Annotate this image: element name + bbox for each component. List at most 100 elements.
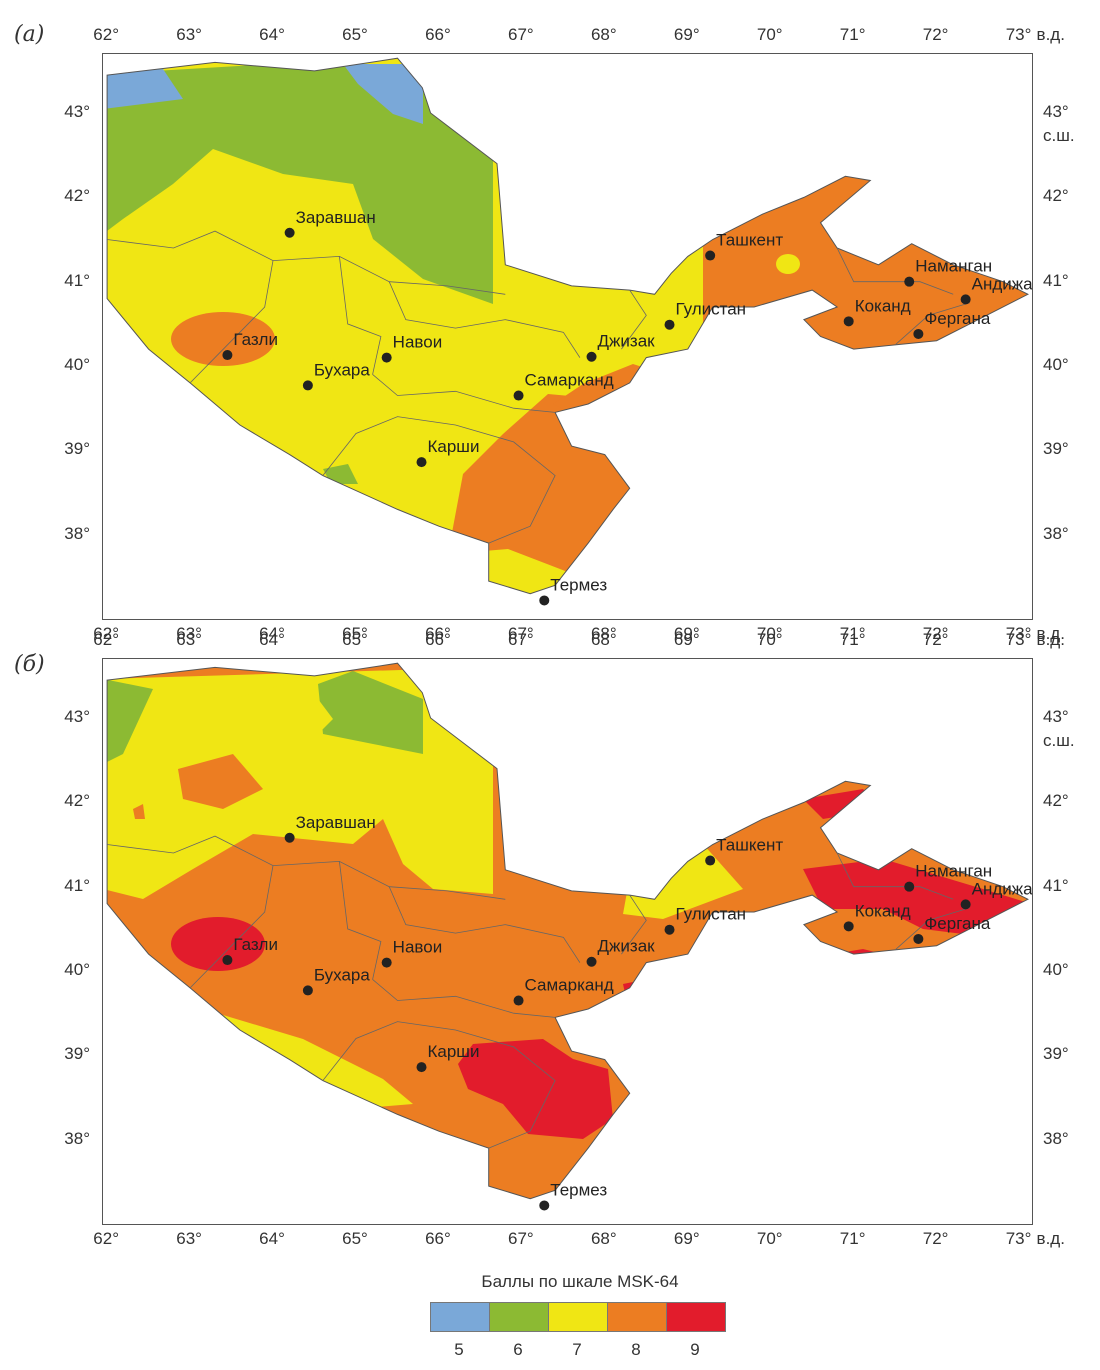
legend-title: Баллы по шкале MSK-64 [481,1272,679,1291]
lon-tick-bottom: 68° [590,1229,617,1248]
city-label: Самарканд [525,976,614,995]
lon-tick-top: 69° [673,25,700,44]
city-label: Гулистан [676,905,747,924]
lon-tick-bottom: 71° [839,624,866,643]
city-marker [381,957,392,968]
legend-swatch [608,1303,667,1331]
city-marker [416,457,427,468]
lon-tick-bottom: 64° [259,1229,285,1248]
lon-tick-bottom: 70° [756,1229,783,1248]
lon-tick-bottom: 71° [839,1229,866,1248]
lat-tick-right: 40° [1043,355,1069,374]
city-label: Джизак [598,937,656,956]
city-marker [302,380,313,391]
city-label: Коканд [855,901,911,920]
legend-swatch [490,1303,549,1331]
city-label: Навои [393,938,443,957]
city-label: Термез [550,575,607,594]
lon-tick-top: 67° [508,630,534,649]
lon-tick-bottom: 65° [342,1229,368,1248]
legend-value-label: 5 [454,1340,464,1359]
city-label: Джизак [598,332,656,351]
lon-tick-bottom: 63° [176,1229,202,1248]
city-label: Андижан [972,274,1032,293]
lat-tick-left: 42° [64,791,90,811]
lat-tick-right: 40° [1043,960,1069,979]
city-marker [913,933,924,944]
lon-tick-bottom: 62° [93,1229,119,1248]
lon-tick-top: 73° [1005,630,1032,649]
city-label: Гулистан [676,300,747,319]
lon-tick-top: 70° [756,25,783,44]
lon-tick-bottom: 67° [508,624,534,643]
city-marker [539,1200,550,1211]
city-marker [705,855,716,866]
lon-tick-top: 68° [590,25,617,44]
lon-unit-label: в.д. [1036,624,1065,643]
city-label: Карши [428,1042,480,1061]
lon-unit-label: в.д. [1036,25,1065,44]
lat-tick-right: 42° [1043,186,1069,206]
region-borders-b [107,835,970,1149]
lon-tick-bottom: 62° [93,624,119,643]
lon-tick-top: 73° [1005,25,1032,44]
lon-tick-top: 70° [756,630,783,649]
lon-tick-top: 65° [342,25,368,44]
panel-a-label: (а) [14,22,45,47]
lon-tick-bottom: 63° [176,624,202,643]
lon-unit-label: в.д. [1036,1229,1065,1248]
city-label: Ташкент [716,836,783,855]
city-label: Наманган [915,257,992,276]
lon-tick-bottom: 72° [922,624,949,643]
lat-tick-right: 41° [1043,875,1069,895]
city-marker [222,955,233,966]
legend-value-label: 6 [513,1340,523,1359]
lon-tick-bottom: 65° [342,624,368,643]
city-marker [381,352,392,363]
lon-tick-top: 69° [673,630,700,649]
city-marker [843,921,854,932]
lon-tick-top: 71° [839,25,866,44]
lon-tick-top: 72° [922,630,949,649]
lon-tick-bottom: 69° [673,624,700,643]
lat-tick-left: 42° [64,186,90,206]
city-label: Фергана [924,309,991,328]
cities-b: Заравшан Ташкент НаманганАндижан Гулистан Ко… [222,813,1032,1211]
city-marker [904,881,915,892]
legend-swatch [549,1303,608,1331]
city-label: Ташкент [716,231,783,250]
city-label: Карши [428,437,480,456]
lon-tick-bottom: 69° [673,1229,700,1248]
lon-tick-bottom: 67° [508,1229,534,1248]
region-borders-a [107,230,970,544]
city-label: Андижан [972,879,1032,898]
lon-tick-top: 62° [93,630,119,649]
lat-tick-right: 43° [1043,102,1069,122]
lat-tick-right: 38° [1043,523,1069,543]
map-panel-a: Заравшан Ташкент НаманганАндижан Гулистан Ко… [102,53,1033,620]
lat-tick-right: 38° [1043,1128,1069,1148]
lon-tick-top: 65° [342,630,368,649]
region-border-lines [107,230,970,544]
city-marker [513,390,524,401]
city-marker [586,351,597,362]
lat-tick-left: 39° [64,1044,90,1064]
lat-tick-left: 38° [64,1128,90,1148]
lon-tick-bottom: 73° [1005,1229,1032,1248]
city-marker [513,995,524,1006]
city-marker [960,294,971,305]
legend-color-bar [430,1302,726,1332]
city-label: Бухара [314,965,371,984]
city-marker [302,985,313,996]
map-panel-b: Заравшан Ташкент НаманганАндижан Гулистан Ко… [102,658,1033,1225]
lon-tick-top: 67° [508,25,534,44]
city-marker [222,350,233,361]
lat-tick-left: 40° [64,960,90,979]
city-marker [284,227,295,238]
city-label: Навои [393,333,443,352]
lon-tick-bottom: 73° [1005,624,1032,643]
lon-tick-bottom: 68° [590,624,617,643]
city-marker [664,924,675,935]
lat-tick-right: 41° [1043,270,1069,290]
city-marker [284,832,295,843]
